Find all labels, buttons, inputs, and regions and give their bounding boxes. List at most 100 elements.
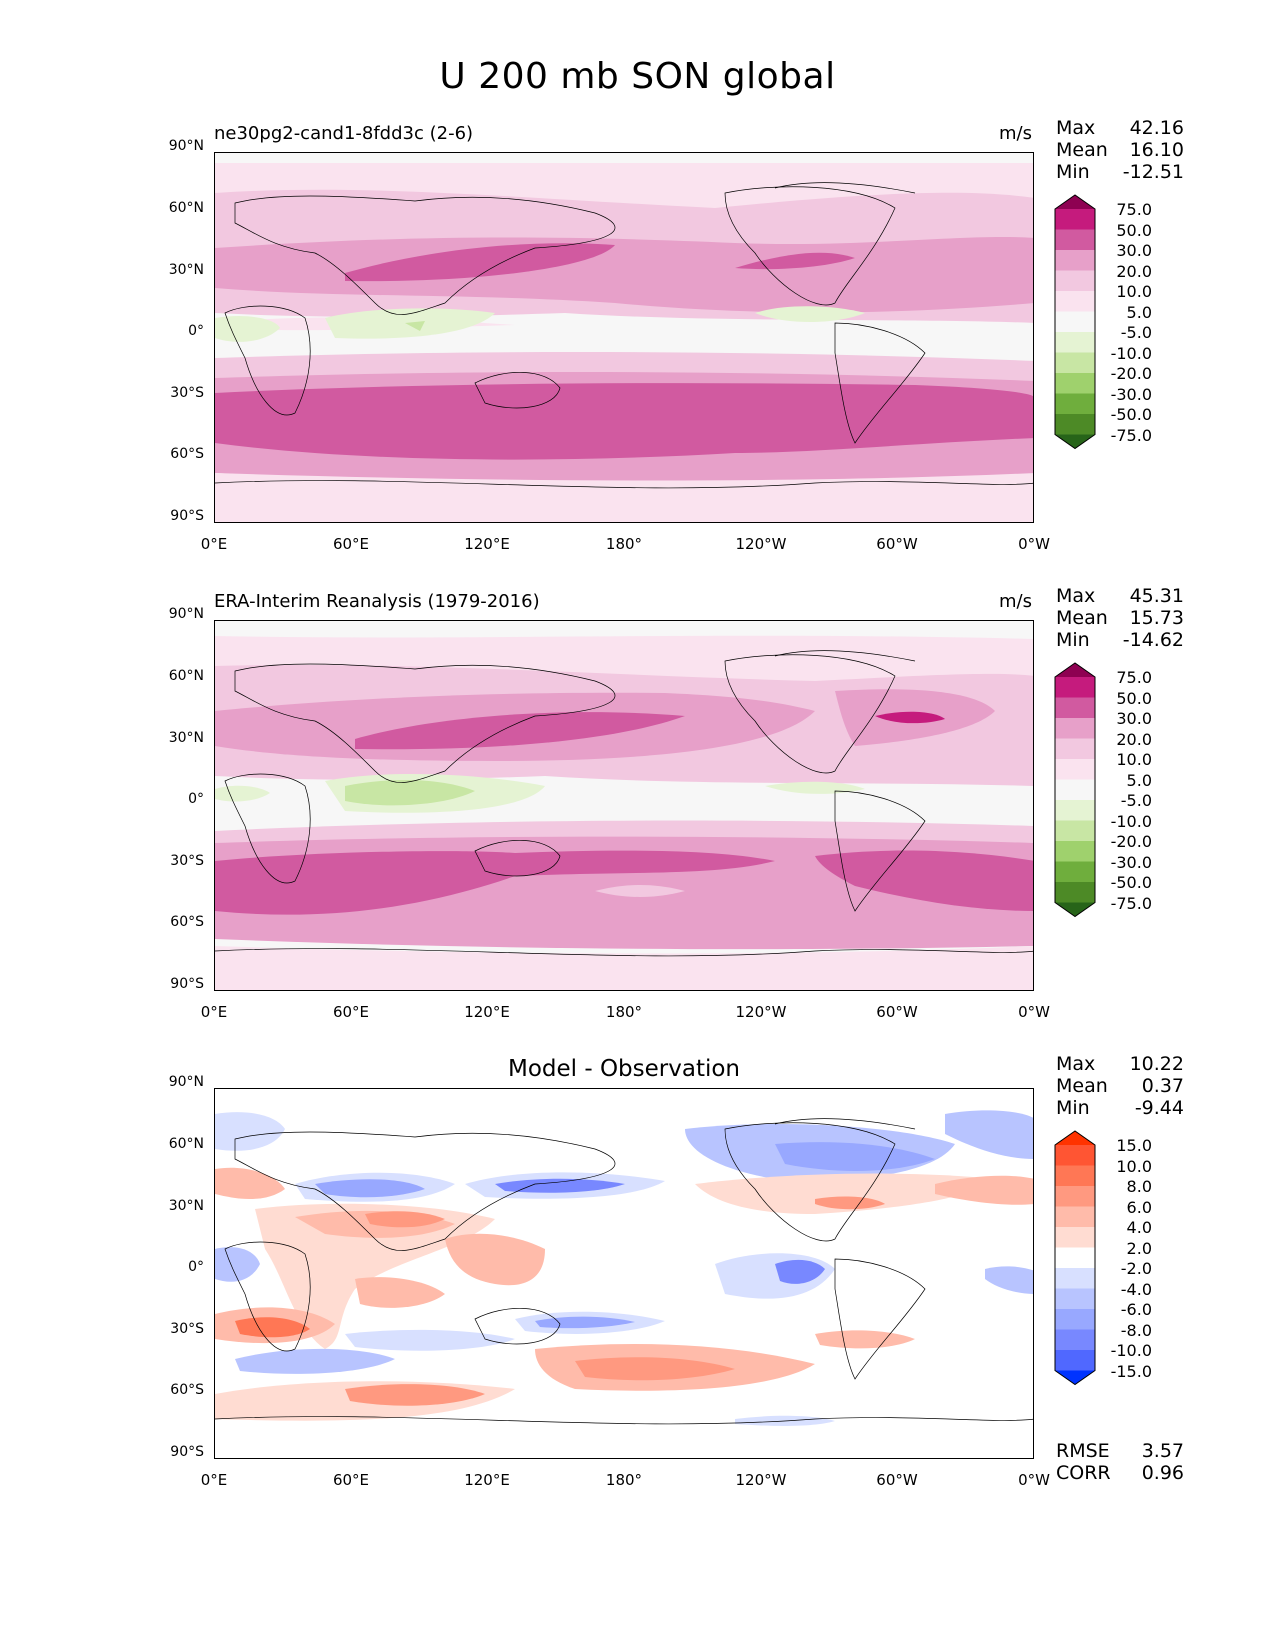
map-diff[interactable] xyxy=(214,1088,1034,1459)
colorbar-tick-label: -6.0 xyxy=(1120,1300,1152,1319)
colorbar-tick-label: 75.0 xyxy=(1116,200,1152,219)
panel-test: ne30pg2-cand1-8fdd3c (2-6) m/s xyxy=(0,117,1275,570)
colorbar-bin xyxy=(1055,311,1095,333)
colorbar-bin xyxy=(1055,270,1095,292)
colorbar-outline xyxy=(1054,662,1096,918)
colorbar-tick-label: 10.0 xyxy=(1116,1156,1152,1176)
lon-tick: 60°E xyxy=(332,1471,370,1489)
colorbar-outline xyxy=(1054,1130,1096,1386)
lat-tick: 60°N xyxy=(168,1136,204,1152)
lat-tick: 30°N xyxy=(168,730,204,746)
lon-tick: 120°E xyxy=(464,1003,510,1021)
lat-tick: 0° xyxy=(188,323,204,339)
colorbar-bin xyxy=(1055,820,1095,842)
colorbar-extend-min xyxy=(1055,902,1095,917)
stat-max: 45.31 xyxy=(1129,585,1184,607)
panel-title: ERA-Interim Reanalysis (1979-2016) xyxy=(214,591,540,612)
colorbar-bin xyxy=(1055,841,1095,862)
colorbar-tick-label: 5.0 xyxy=(1126,302,1152,322)
colorbar-bin xyxy=(1055,352,1095,374)
colorbar-bin xyxy=(1055,697,1095,719)
colorbar-bin xyxy=(1055,1227,1095,1248)
colorbar-extend-min xyxy=(1055,1370,1095,1385)
stat-min: -9.44 xyxy=(1134,1097,1184,1119)
colorbar-tick-label: -50.0 xyxy=(1110,873,1152,892)
colorbar-tick-label: -20.0 xyxy=(1110,832,1152,851)
colorbar-tick-label: -30.0 xyxy=(1110,852,1152,872)
lat-tick: 90°S xyxy=(170,976,204,992)
colorbar-tick-label: 20.0 xyxy=(1116,729,1152,749)
colorbar-tick-label: 2.0 xyxy=(1126,1238,1152,1258)
lat-tick: 90°N xyxy=(168,138,204,154)
colorbar-tick-label: 10.0 xyxy=(1116,282,1152,301)
lat-tick: 0° xyxy=(188,791,204,807)
map-reference[interactable] xyxy=(214,620,1034,991)
colorbar-extend-max xyxy=(1055,663,1095,677)
stat-mean: 16.10 xyxy=(1129,139,1184,161)
panel-units: m/s xyxy=(999,591,1032,612)
stat-label: Mean xyxy=(1056,139,1108,161)
lon-tick: 0°W xyxy=(1018,1471,1050,1489)
map-test[interactable] xyxy=(214,152,1034,523)
stat-label: Min xyxy=(1056,161,1090,183)
colorbar-bin xyxy=(1055,861,1095,883)
metric-rmse: 3.57 xyxy=(1141,1440,1184,1462)
lon-tick: 120°E xyxy=(464,1471,510,1489)
panel-title: ne30pg2-cand1-8fdd3c (2-6) xyxy=(214,123,474,144)
stats-box: Max 10.22 Mean 0.37 Min -9.44 xyxy=(1056,1053,1184,1119)
colorbar-tick-label: -5.0 xyxy=(1120,791,1152,810)
lon-tick: 60°W xyxy=(876,1003,918,1021)
metric-corr: 0.96 xyxy=(1141,1462,1184,1484)
stats-box: Max 45.31 Mean 15.73 Min -14.62 xyxy=(1056,585,1184,651)
lon-tick: 60°W xyxy=(876,1471,918,1489)
colorbar-tick-label: -10.0 xyxy=(1110,1341,1152,1360)
stats-box: Max 42.16 Mean 16.10 Min -12.51 xyxy=(1056,117,1184,183)
metric-label: CORR xyxy=(1056,1462,1111,1484)
lat-tick: 60°S xyxy=(170,446,204,462)
colorbar-bin xyxy=(1055,1309,1095,1330)
colorbar-bin xyxy=(1055,250,1095,271)
lon-tick: 0°W xyxy=(1018,535,1050,553)
colorbar-svg xyxy=(1054,194,1096,450)
figure-title: U 200 mb SON global xyxy=(439,56,836,97)
stat-label: Max xyxy=(1056,585,1096,607)
lat-tick: 60°N xyxy=(168,200,204,216)
colorbar-tick-label: 5.0 xyxy=(1126,770,1152,790)
colorbar-bin xyxy=(1055,1268,1095,1289)
colorbar-bin xyxy=(1055,882,1095,903)
lon-tick: 120°E xyxy=(464,535,510,553)
lat-tick: 60°S xyxy=(170,914,204,930)
colorbar-tick-label: 6.0 xyxy=(1126,1197,1152,1217)
stat-min: -12.51 xyxy=(1122,161,1184,183)
colorbar-bin xyxy=(1055,209,1095,230)
lon-tick: 120°W xyxy=(735,1003,787,1021)
colorbar-tick-label: -50.0 xyxy=(1110,405,1152,424)
panel-units: m/s xyxy=(999,123,1032,144)
colorbar-bin xyxy=(1055,393,1095,415)
colorbar-tick-label: -10.0 xyxy=(1110,811,1152,831)
colorbar-outline xyxy=(1054,194,1096,450)
lon-tick: 60°W xyxy=(876,535,918,553)
colorbar-tick-label: -75.0 xyxy=(1110,425,1152,445)
metrics-box: RMSE 3.57 CORR 0.96 xyxy=(1056,1440,1184,1484)
lon-tick: 60°E xyxy=(332,1003,370,1021)
lon-tick: 180° xyxy=(605,1003,643,1021)
stat-max: 10.22 xyxy=(1129,1053,1184,1075)
colorbar-bin xyxy=(1055,677,1095,698)
lon-tick: 0°W xyxy=(1018,1003,1050,1021)
colorbar-bin xyxy=(1055,1288,1095,1310)
colorbar-bin xyxy=(1055,1145,1095,1166)
stat-label: Mean xyxy=(1056,607,1108,629)
lon-tick: 60°E xyxy=(332,535,370,553)
colorbar-tick-label: -75.0 xyxy=(1110,893,1152,913)
stat-label: Min xyxy=(1056,1097,1090,1119)
lon-tick: 180° xyxy=(605,1471,643,1489)
panel-title: Model - Observation xyxy=(507,1056,741,1082)
stat-mean: 15.73 xyxy=(1129,607,1184,629)
colorbar-bin xyxy=(1055,718,1095,739)
lat-tick: 60°N xyxy=(168,668,204,684)
colorbar-bin xyxy=(1055,779,1095,801)
colorbar-tick-label: 30.0 xyxy=(1116,709,1152,728)
colorbar-tick-label: -15.0 xyxy=(1110,1361,1152,1381)
stat-max: 42.16 xyxy=(1129,117,1184,139)
